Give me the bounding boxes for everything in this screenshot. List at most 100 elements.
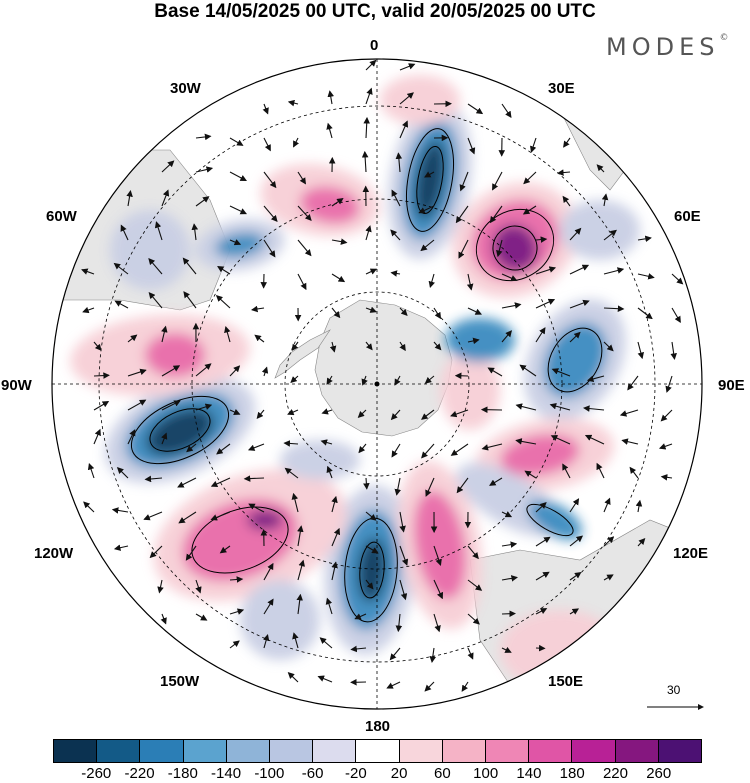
wind-vector [496,239,503,258]
wind-vector [365,341,373,351]
wind-vector [455,205,469,224]
wind-vector [450,443,469,456]
wind-vector [182,257,197,275]
wind-vector [660,474,673,481]
wind-vector [395,152,403,173]
wind-vector [365,268,378,275]
wind-vector [390,270,401,277]
wind-vector [524,470,537,479]
wind-vector [515,438,537,445]
anomaly-contours [130,128,603,623]
wind-vector [317,675,333,683]
wind-vector [603,536,615,547]
wind-vector [535,571,550,581]
wind-vector [361,150,369,173]
colorbar-swatch [571,740,615,762]
wind-vector [215,295,231,309]
wind-vector [399,120,409,139]
wind-vector [389,647,401,661]
wind-vector [569,498,580,513]
wind-vector [263,598,274,615]
wind-vector [569,264,590,275]
wind-vector [637,537,646,547]
wind-vector [178,511,197,524]
wind-vector [331,495,338,513]
wind-vector [530,137,537,153]
anomaly-patch [357,538,387,602]
wind-vector [262,103,269,115]
wind-vector [433,341,442,351]
wind-vector [287,99,299,107]
wind-vector [551,368,571,377]
wind-vector [292,632,299,649]
wind-vector [637,307,653,320]
anomaly-patch [445,318,515,362]
wind-vector [424,375,435,384]
colorbar-swatch [54,740,97,762]
wind-vector [394,477,402,496]
wind-vector [501,610,516,618]
wind-vector [82,306,95,314]
wind-vector [320,439,333,446]
wind-vector [216,443,231,455]
wind-vector [127,429,136,445]
wind-vector [569,535,584,547]
wind-vector [116,467,129,479]
wind-vector [421,409,435,420]
wind-vector [365,87,373,105]
colorbar [53,739,702,763]
wind-vector [489,205,503,224]
wind-vector [399,63,416,71]
wind-vector [290,375,299,384]
wind-vector [144,475,163,483]
wind-vector [326,375,333,385]
colorbar-swatch [528,740,572,762]
wind-vector [523,171,537,185]
wind-vector [297,559,305,581]
wind-vector [263,171,277,189]
contour-line [492,225,538,271]
wind-vector [395,613,403,633]
wind-vector [420,239,435,252]
wind-vector [161,189,170,207]
wind-vector [522,205,537,215]
colorbar-label: -20 [345,765,367,782]
wind-vector [87,462,95,479]
wind-vector [143,511,163,521]
wind-vector [627,375,639,391]
wind-vector [660,409,673,422]
wind-vector [114,300,129,309]
wind-vector [562,195,571,207]
wind-vector [501,646,512,653]
wind-vector [229,576,244,583]
wind-vector [535,298,556,309]
wind-vector [550,435,571,445]
wind-vector [535,502,547,513]
wind-vector [354,613,367,620]
copyright-icon: © [719,33,729,43]
wind-vector [161,325,168,343]
wind-vector [219,545,231,554]
colorbar-swatch [96,740,140,762]
wind-vector [297,273,307,291]
colorbar-label: 260 [646,765,672,782]
lon-label-120e: 120E [673,545,709,562]
wind-vector [619,409,639,417]
wind-vector [327,90,334,105]
wind-vector [93,372,110,379]
contour-line [406,128,454,232]
wind-vector [596,462,605,479]
wind-vector [501,103,512,119]
wind-vector [487,367,503,377]
wind-vector [157,579,164,594]
wind-vector [391,189,401,207]
wind-vector [603,574,614,581]
wind-vector [637,273,655,280]
wind-vector [670,341,677,360]
anomaly-patch [280,440,360,480]
wind-vector [433,545,442,566]
wind-vector [297,525,304,547]
lon-label-0: 0 [370,37,379,54]
colorbar-label: -180 [167,765,198,782]
